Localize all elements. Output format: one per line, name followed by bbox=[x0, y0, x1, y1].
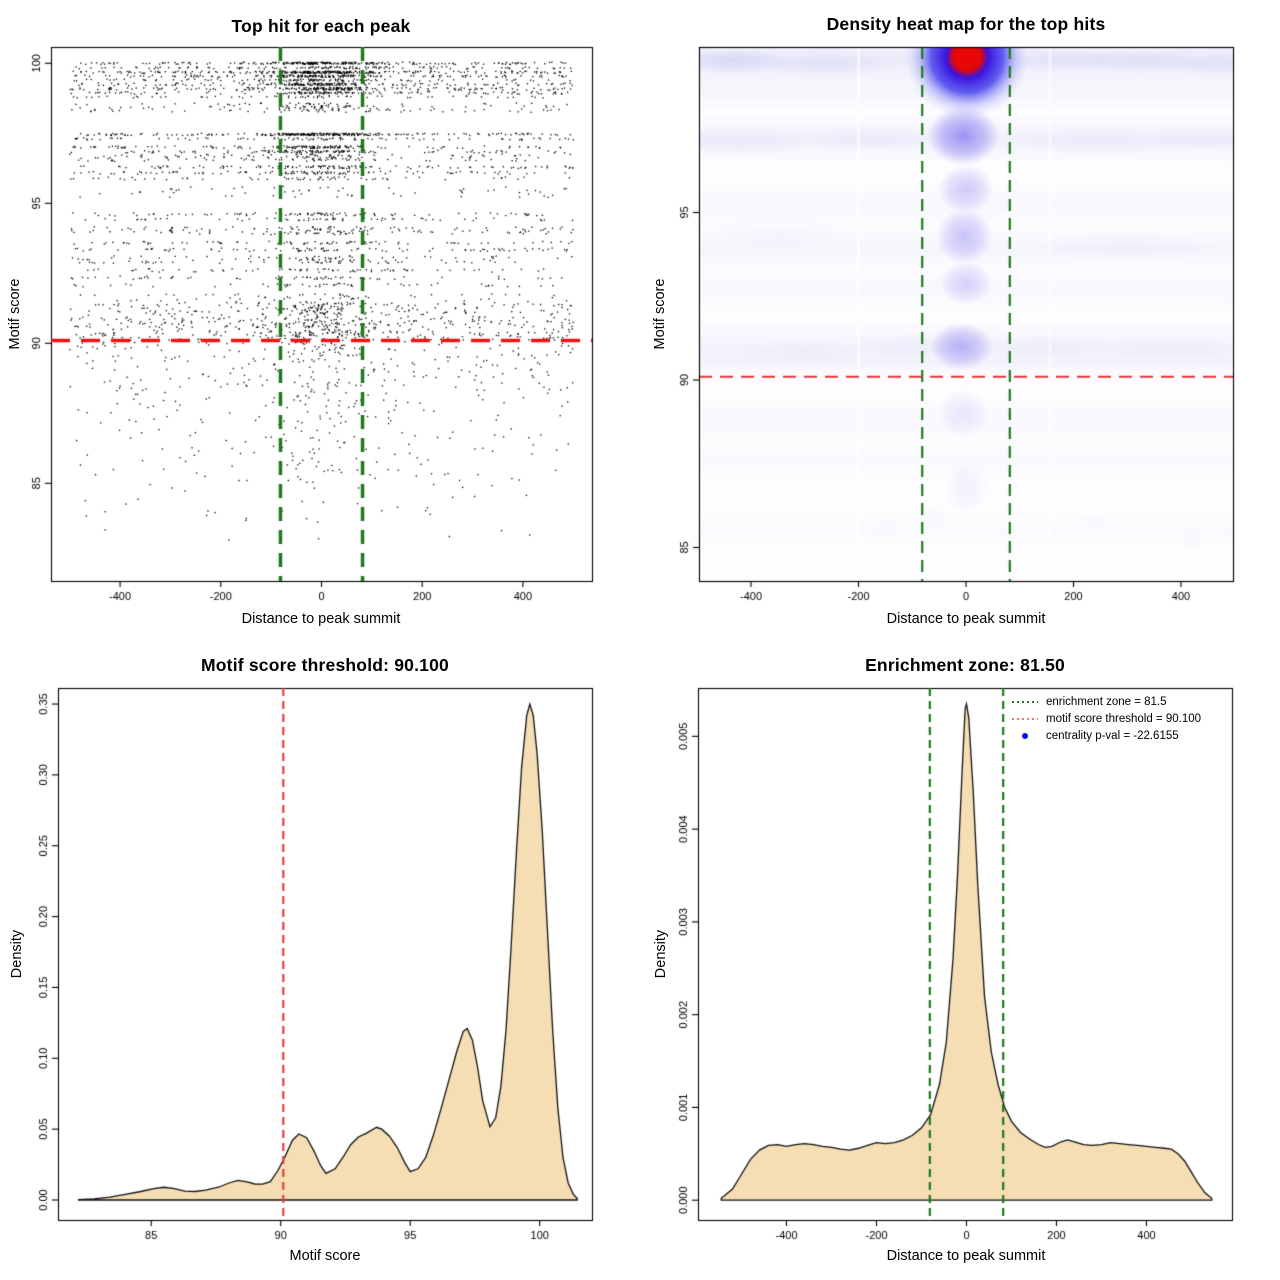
heatmap-title: Density heat map for the top hits bbox=[826, 14, 1106, 34]
legend-item-enrichment-zone: enrichment zone = 81.5 bbox=[1012, 695, 1201, 709]
score-density-ylabel: Density bbox=[9, 929, 25, 979]
heatmap-xlabel: Distance to peak summit bbox=[886, 611, 1046, 627]
legend-item-centrality-pval: centrality p-val = -22.6155 bbox=[1012, 729, 1201, 743]
blue-dot-icon bbox=[1012, 731, 1038, 741]
legend: enrichment zone = 81.5 motif score thres… bbox=[1012, 695, 1201, 743]
legend-item-motif-threshold: motif score threshold = 90.100 bbox=[1012, 712, 1201, 726]
score-density-xlabel: Motif score bbox=[289, 1248, 361, 1264]
green-dotted-line-icon bbox=[1012, 697, 1038, 707]
scatter-xlabel: Distance to peak summit bbox=[241, 611, 401, 627]
distance-density-ylabel: Density bbox=[653, 929, 669, 979]
legend-label: motif score threshold = 90.100 bbox=[1046, 713, 1202, 725]
red-dotted-line-icon bbox=[1012, 714, 1038, 724]
score-density-title: Motif score threshold: 90.100 bbox=[201, 655, 449, 675]
legend-label: centrality p-val = -22.6155 bbox=[1046, 730, 1179, 742]
distance-density-xlabel: Distance to peak summit bbox=[886, 1248, 1046, 1264]
scatter-ylabel: Motif score bbox=[7, 278, 23, 350]
scatter-title: Top hit for each peak bbox=[231, 16, 411, 36]
heatmap-ylabel: Motif score bbox=[652, 278, 668, 350]
distance-density-title: Enrichment zone: 81.50 bbox=[865, 655, 1065, 675]
legend-label: enrichment zone = 81.5 bbox=[1046, 696, 1167, 708]
